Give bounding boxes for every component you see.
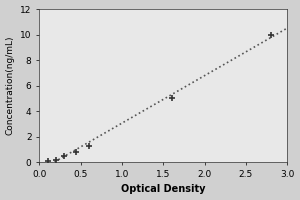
X-axis label: Optical Density: Optical Density: [121, 184, 206, 194]
Y-axis label: Concentration(ng/mL): Concentration(ng/mL): [6, 36, 15, 135]
